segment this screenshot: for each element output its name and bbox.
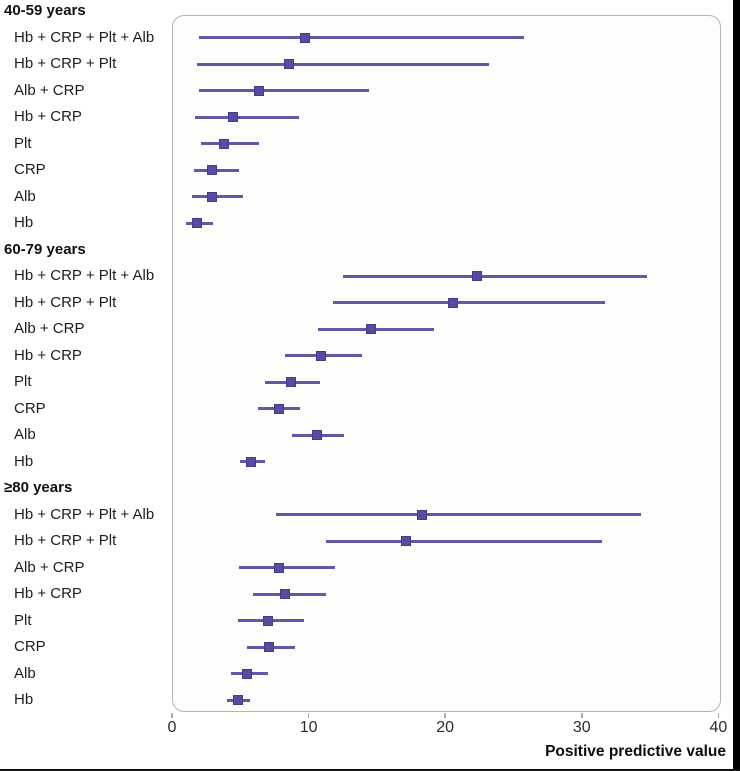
ci-line	[238, 566, 335, 569]
x-axis-tick	[717, 713, 720, 718]
x-axis-tick-label: 20	[436, 719, 455, 736]
x-axis-tick	[581, 713, 583, 718]
frame-right-bar	[733, 0, 740, 771]
group-header: 60-79 years	[4, 240, 86, 258]
point-marker	[366, 324, 377, 334]
ci-line	[326, 539, 603, 543]
point-marker	[263, 642, 274, 652]
point-marker	[273, 562, 284, 573]
ci-line	[275, 513, 641, 516]
point-marker	[228, 112, 239, 122]
point-marker	[254, 85, 265, 96]
x-axis-tick-label: 30	[572, 719, 591, 736]
row-label: Hb + CRP	[14, 346, 82, 364]
ci-line	[196, 62, 489, 66]
ci-line	[195, 115, 300, 119]
x-axis-tick-label: 40	[709, 719, 728, 736]
point-marker	[246, 456, 257, 467]
point-marker	[448, 297, 459, 308]
row-label: Plt	[14, 373, 32, 390]
row-label: Plt	[14, 611, 32, 629]
point-marker	[191, 218, 202, 228]
x-axis-tick-label: 10	[299, 719, 318, 736]
point-marker	[471, 271, 482, 281]
point-marker	[280, 589, 291, 599]
row-label: CRP	[14, 161, 46, 178]
row-label: Alb + CRP	[14, 558, 85, 576]
row-label: Plt	[14, 134, 32, 152]
point-marker	[273, 403, 284, 414]
point-marker	[242, 668, 253, 679]
x-axis-tick	[171, 713, 173, 718]
row-label: CRP	[14, 638, 46, 655]
x-axis-title: Positive predictive value	[545, 743, 726, 760]
group-header: ≥80 years	[4, 479, 73, 496]
point-marker	[284, 59, 295, 69]
ci-line	[342, 274, 648, 278]
group-header: 40-59 years	[4, 2, 86, 19]
point-marker	[311, 430, 322, 440]
row-label: Hb + CRP + Plt + Alb	[14, 267, 155, 284]
plot-area	[172, 15, 721, 712]
row-label: Hb + CRP + Plt	[14, 55, 117, 72]
point-marker	[218, 138, 229, 149]
row-label: Hb	[14, 214, 34, 231]
point-marker	[315, 350, 326, 361]
x-axis-tick	[307, 713, 310, 718]
row-label: CRP	[14, 399, 46, 417]
row-label: Hb	[14, 691, 34, 708]
row-label: Alb	[14, 426, 36, 443]
point-marker	[206, 165, 217, 175]
ci-line	[192, 195, 244, 198]
ci-line	[199, 89, 369, 92]
point-marker	[285, 377, 296, 387]
row-label: Hb	[14, 452, 34, 470]
row-label: Alb	[14, 664, 36, 682]
point-marker	[232, 695, 243, 705]
x-axis-tick-label: 0	[167, 719, 177, 736]
frame-bottom-line	[0, 769, 740, 771]
ci-line	[333, 301, 606, 304]
point-marker	[400, 536, 411, 546]
row-label: Hb + CRP + Plt + Alb	[14, 28, 155, 46]
point-marker	[206, 191, 217, 202]
point-marker	[299, 32, 310, 43]
ci-line	[200, 142, 260, 145]
point-marker	[262, 615, 273, 626]
row-label: Alb	[14, 187, 36, 205]
point-marker	[416, 509, 427, 520]
row-label: Hb + CRP + Plt	[14, 293, 117, 311]
x-axis-tick	[444, 713, 446, 718]
row-label: Alb + CRP	[14, 320, 85, 337]
row-label: Hb + CRP + Plt	[14, 532, 117, 549]
row-label: Hb + CRP	[14, 585, 82, 602]
row-label: Hb + CRP + Plt + Alb	[14, 505, 155, 523]
row-label: Alb + CRP	[14, 81, 85, 99]
ci-line	[199, 36, 525, 39]
row-label: Hb + CRP	[14, 108, 82, 125]
